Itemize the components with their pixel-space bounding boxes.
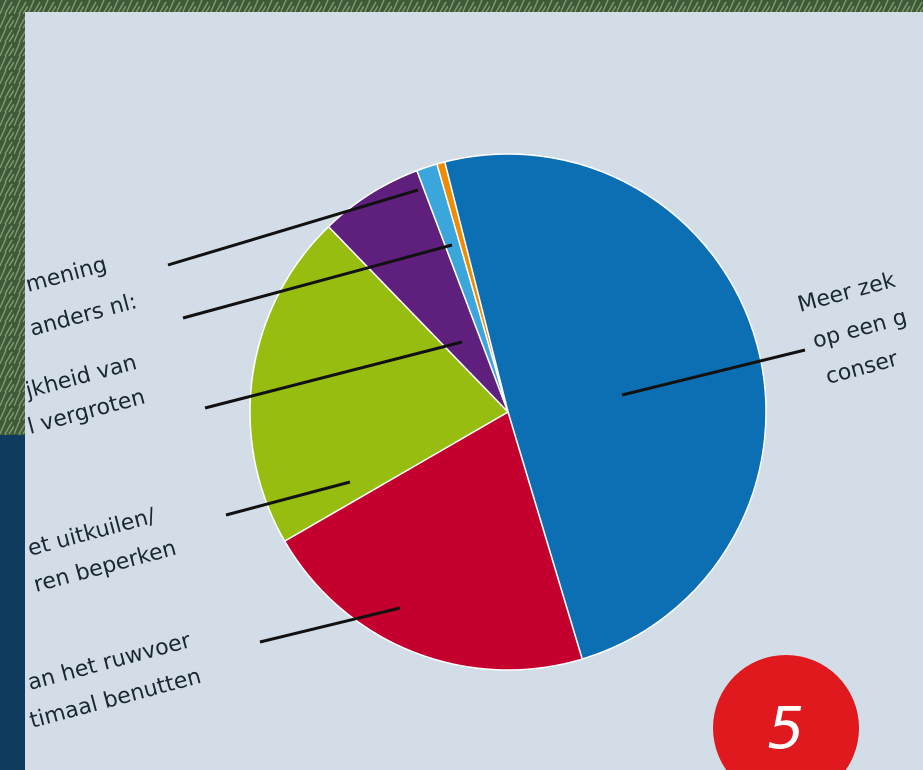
page: Meer zekop een gconseran het ruwvoertima… (0, 0, 923, 770)
badge-number: 5 (768, 694, 805, 762)
pie (250, 154, 766, 670)
